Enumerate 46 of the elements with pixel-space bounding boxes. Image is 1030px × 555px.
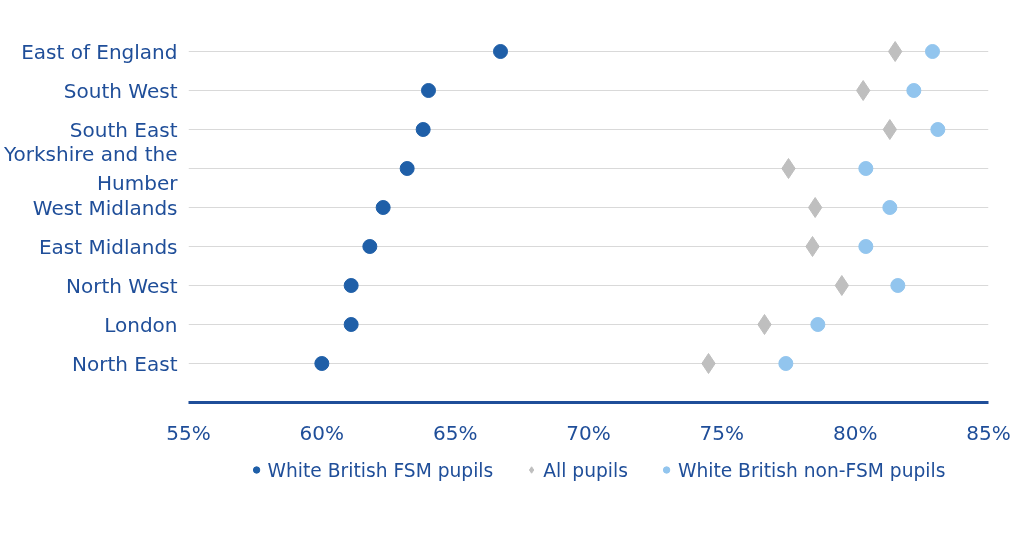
point	[858, 161, 874, 176]
y-tick-label: East Midlands	[38, 234, 178, 259]
point	[701, 353, 716, 374]
point	[858, 239, 874, 254]
y-tick-label: Yorkshire and the Humber	[2, 142, 179, 195]
point	[925, 44, 940, 59]
legend-label: All pupils	[543, 459, 628, 480]
point	[888, 41, 903, 62]
point	[343, 317, 359, 332]
point	[834, 275, 849, 296]
y-tick-label: West Midlands	[32, 195, 178, 220]
point	[882, 200, 898, 215]
x-tick-label: 60%	[299, 420, 345, 445]
point	[906, 83, 922, 98]
y-tick-label: South West	[63, 78, 178, 103]
point	[314, 356, 330, 371]
point	[399, 161, 415, 176]
point	[810, 317, 826, 332]
y-tick-label: North West	[66, 273, 178, 298]
x-tick-label: 75%	[699, 420, 745, 445]
point	[362, 239, 378, 254]
x-tick-label: 85%	[966, 420, 1011, 445]
point	[856, 80, 871, 101]
point	[493, 44, 508, 59]
point	[882, 119, 897, 140]
point	[781, 158, 796, 179]
x-tick-label: 65%	[432, 420, 478, 445]
point	[778, 356, 794, 371]
y-tick-label: London	[104, 312, 178, 337]
legend-label: White British non-FSM pupils	[677, 459, 946, 480]
y-tick-label: East of England	[21, 39, 178, 64]
point	[757, 314, 772, 335]
y-tick-label: North East	[72, 351, 178, 376]
point	[375, 200, 391, 215]
legend-label: White British FSM pupils	[267, 459, 494, 480]
x-tick-label: 55%	[166, 420, 211, 445]
point	[808, 197, 823, 218]
x-tick-label: 80%	[832, 420, 878, 445]
point	[421, 83, 436, 98]
point	[415, 122, 431, 137]
point	[890, 278, 906, 293]
point	[930, 122, 946, 137]
point	[805, 236, 820, 257]
y-tick-label: South East	[69, 117, 178, 142]
point	[343, 278, 359, 293]
x-tick-label: 70%	[566, 420, 611, 445]
